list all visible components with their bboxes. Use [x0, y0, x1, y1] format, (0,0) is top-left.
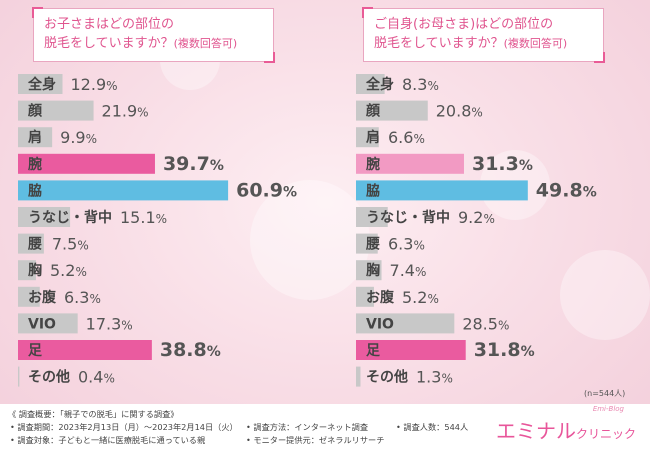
right-bar-chart: 全身 8.3% 顔 20.8% 肩 6.6% 腕 31.3% 脇 49.8% うなじ・背中 9.2% 腰… — [356, 74, 597, 387]
left-bar-5 — [18, 207, 71, 227]
left-value-label-5: 15.1% — [120, 208, 167, 227]
left-value-label-8: 6.3% — [64, 288, 101, 307]
right-category-label-7: 胸 — [366, 262, 380, 279]
right-category-label-5: うなじ・背中 — [366, 209, 450, 226]
survey-footer: 《 調査概要：「親子での脱毛」に関する調査》 • 調査期間：2023年2月13日… — [0, 404, 650, 450]
left-value-label-7: 5.2% — [50, 261, 87, 280]
right-bar-2 — [356, 127, 379, 148]
left-category-label-0: 全身 — [27, 76, 56, 93]
right-bar-0 — [356, 74, 385, 94]
right-category-label-1: 顔 — [365, 103, 381, 120]
left-bar-11 — [18, 366, 20, 387]
footer-target: • 調査対象：子どもと一緒に医療脱毛に通っている親 — [10, 435, 206, 445]
left-value-label-2: 9.9% — [60, 128, 97, 147]
left-bar-3 — [18, 153, 155, 174]
right-value-label-8: 5.2% — [402, 288, 439, 307]
right-value-label-11: 1.3% — [416, 368, 453, 387]
right-category-label-0: 全身 — [365, 76, 394, 93]
right-value-label-3: 31.3% — [472, 153, 533, 175]
right-chart-title: ご自身(お母さま)はどの部位の 脱毛をしていますか？(複数回答可) — [362, 7, 605, 63]
right-category-label-3: 腕 — [366, 156, 380, 173]
right-bar-7 — [356, 260, 382, 281]
left-category-label-11: その他 — [28, 369, 70, 386]
left-category-label-8: お腹 — [28, 289, 57, 306]
right-title-line-2: 脱毛をしていますか？ — [374, 36, 504, 51]
left-category-label-10: 足 — [28, 343, 43, 359]
right-value-label-0: 8.3% — [402, 75, 439, 94]
left-value-label-4: 60.9% — [236, 179, 297, 201]
right-bar-5 — [356, 207, 388, 227]
left-bar-8 — [18, 286, 40, 307]
right-bar-3 — [356, 153, 464, 174]
left-value-label-3: 39.7% — [163, 153, 224, 175]
left-value-label-10: 38.8% — [160, 339, 221, 361]
right-value-label-10: 31.8% — [474, 339, 535, 361]
left-value-label-0: 12.9% — [71, 75, 118, 94]
left-bar-2 — [18, 127, 53, 148]
left-category-label-3: 腕 — [28, 156, 42, 173]
right-title-suffix: (複数回答可) — [503, 37, 568, 50]
right-value-label-9: 28.5% — [462, 314, 509, 333]
left-title-line-2: 脱毛をしていますか？ — [44, 36, 174, 51]
right-category-label-9: VIO — [366, 316, 394, 332]
right-category-label-6: 腰 — [365, 237, 380, 253]
right-category-label-11: その他 — [366, 369, 408, 386]
left-category-label-1: 顔 — [27, 103, 43, 120]
left-category-label-7: 胸 — [28, 262, 42, 279]
left-title-line-1: お子さまはどの部位の — [44, 17, 175, 32]
left-chart-title: お子さまはどの部位の 脱毛をしていますか？(複数回答可) — [32, 7, 275, 63]
right-category-label-10: 足 — [366, 343, 381, 359]
right-value-label-7: 7.4% — [390, 261, 427, 280]
footer-method: • 調査方法：インターネット調査 — [246, 422, 369, 432]
left-value-label-1: 21.9% — [102, 102, 149, 121]
right-value-label-5: 9.2% — [458, 208, 495, 227]
right-bar-11 — [356, 366, 361, 387]
left-bar-9 — [18, 313, 78, 334]
left-value-label-6: 7.5% — [52, 235, 89, 254]
left-bar-7 — [18, 260, 36, 281]
left-bar-4 — [18, 180, 229, 201]
left-category-label-6: 腰 — [27, 237, 42, 253]
right-value-label-2: 6.6% — [388, 128, 425, 147]
right-bar-8 — [356, 286, 374, 307]
right-value-label-6: 6.3% — [388, 235, 425, 254]
right-bar-6 — [356, 233, 378, 254]
logo-sub: クリニック — [575, 427, 636, 441]
left-category-label-9: VIO — [28, 316, 56, 332]
right-bar-9 — [356, 313, 455, 334]
footer-provider: • モニター提供元：ゼネラルリサーチ — [246, 435, 385, 445]
right-category-label-2: 肩 — [366, 129, 380, 146]
left-value-label-9: 17.3% — [86, 314, 133, 333]
left-title-suffix: (複数回答可) — [173, 37, 238, 50]
left-value-label-11: 0.4% — [78, 368, 115, 387]
left-category-label-4: 脇 — [28, 182, 42, 199]
left-bar-chart: 全身 12.9% 顔 21.9% 肩 9.9% 腕 39.7% 脇 60.9% うなじ・背中 15.1… — [18, 74, 297, 387]
right-bar-10 — [356, 340, 466, 360]
left-bar-1 — [18, 100, 94, 121]
eminal-clinic-logo: Emi-Blog エミナルクリニック — [495, 405, 636, 444]
footer-count: • 調査人数：544人 — [396, 422, 469, 432]
right-bar-1 — [356, 100, 428, 121]
left-bar-0 — [18, 74, 63, 94]
right-value-label-4: 49.8% — [536, 179, 597, 201]
sample-size-note: (n=544人) — [584, 389, 626, 398]
logo-main: エミナル — [495, 419, 576, 443]
logo-tag: Emi-Blog — [592, 405, 624, 413]
left-category-label-2: 肩 — [28, 129, 42, 146]
right-category-label-4: 脇 — [366, 182, 380, 199]
right-title-line-1: ご自身(お母さま)はどの部位の — [374, 17, 554, 32]
left-bar-10 — [18, 340, 152, 360]
left-bar-6 — [18, 233, 44, 254]
footer-period: • 調査期間：2023年2月13日（月）〜2023年2月14日（火） — [10, 422, 238, 432]
left-category-label-5: うなじ・背中 — [28, 209, 112, 226]
right-value-label-1: 20.8% — [436, 102, 483, 121]
right-bar-4 — [356, 180, 528, 201]
footer-heading: 《 調査概要：「親子での脱毛」に関する調査》 — [8, 409, 179, 419]
right-category-label-8: お腹 — [366, 289, 395, 306]
